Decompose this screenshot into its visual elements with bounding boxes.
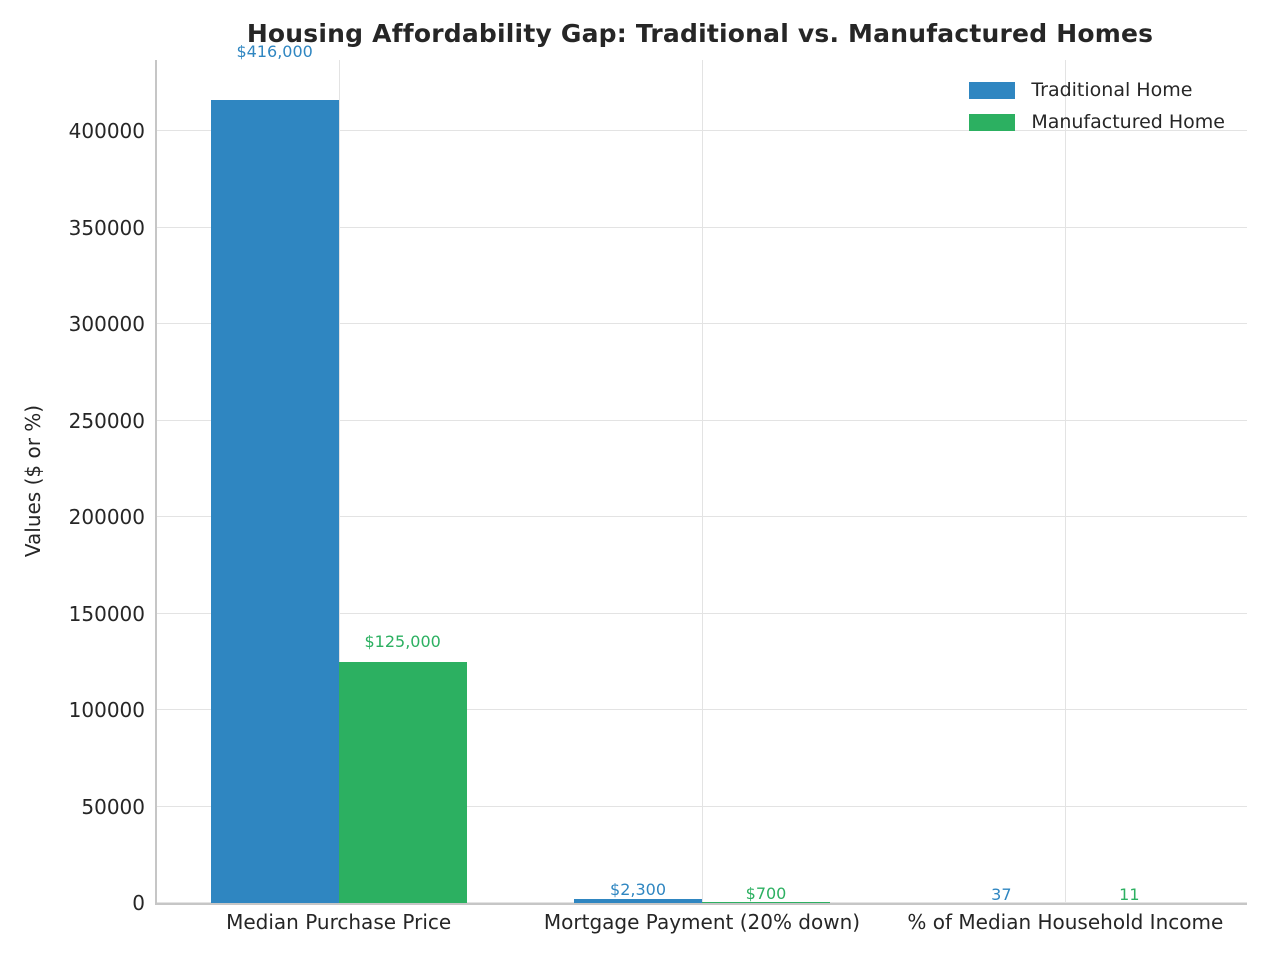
- legend-swatch-icon: [969, 113, 1016, 131]
- value-label: $125,000: [364, 631, 441, 651]
- value-label: $416,000: [236, 42, 313, 61]
- legend: Traditional Home Manufactured Home: [969, 74, 1225, 138]
- vertical-gridline: [702, 60, 703, 903]
- bar-series2-cat1: [338, 661, 467, 903]
- x-tick-label: Mortgage Payment (20% down): [543, 910, 861, 934]
- y-tick-label: 50000: [81, 794, 145, 819]
- bar-series1-cat1: [210, 100, 339, 903]
- y-tick-label: 400000: [68, 119, 145, 144]
- value-label: $2,300: [610, 880, 666, 900]
- legend-item: Manufactured Home: [969, 106, 1225, 138]
- y-tick-label: 150000: [68, 601, 145, 626]
- y-tick-label: 0: [132, 891, 145, 915]
- y-tick-label: 250000: [68, 408, 145, 433]
- x-tick-label: % of Median Household Income: [907, 910, 1224, 934]
- legend-label: Manufactured Home: [1031, 111, 1225, 133]
- plot-area: 0 50000 100000 150000 200000 250000 300000 3500…: [69, 44, 1247, 932]
- legend-item: Traditional Home: [969, 74, 1225, 106]
- y-tick-label: 200000: [68, 505, 145, 530]
- chart-title: Housing Affordability Gap: Traditional v…: [246, 19, 1154, 48]
- y-tick-label: 300000: [68, 312, 145, 337]
- vertical-gridline: [1065, 60, 1067, 903]
- y-axis-label: Values ($ or %): [21, 404, 45, 558]
- value-label: $700: [745, 883, 787, 903]
- value-label: 11: [1119, 884, 1140, 904]
- value-label: 37: [991, 884, 1012, 904]
- bar-series1-cat2: [574, 898, 702, 903]
- legend-swatch-icon: [969, 81, 1016, 99]
- vertical-gridline: [338, 60, 340, 903]
- y-tick-label: 350000: [68, 215, 145, 240]
- y-tick-label: 100000: [68, 698, 145, 723]
- x-tick-label: Median Purchase Price: [226, 910, 452, 934]
- legend-label: Traditional Home: [1031, 79, 1193, 101]
- bar-series2-cat2: [702, 901, 830, 903]
